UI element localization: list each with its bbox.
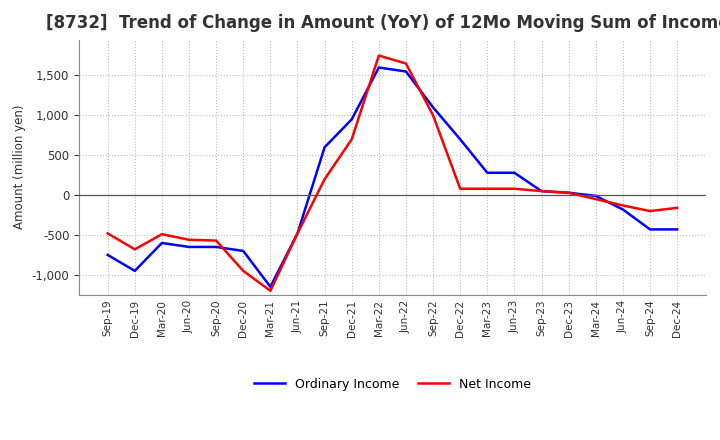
Net Income xyxy=(104,231,112,236)
Ordinary Income xyxy=(483,170,492,176)
Net Income xyxy=(483,186,492,191)
Ordinary Income xyxy=(672,227,681,232)
Ordinary Income xyxy=(212,244,220,249)
Net Income xyxy=(537,188,546,194)
Net Income xyxy=(212,238,220,243)
Ordinary Income xyxy=(158,240,166,246)
Ordinary Income xyxy=(266,284,275,290)
Ordinary Income xyxy=(104,252,112,257)
Y-axis label: Amount (million yen): Amount (million yen) xyxy=(13,105,26,229)
Legend: Ordinary Income, Net Income: Ordinary Income, Net Income xyxy=(248,373,536,396)
Ordinary Income xyxy=(428,105,437,110)
Net Income xyxy=(185,237,194,242)
Net Income xyxy=(239,268,248,274)
Ordinary Income xyxy=(130,268,139,274)
Net Income xyxy=(672,205,681,210)
Ordinary Income xyxy=(646,227,654,232)
Net Income xyxy=(374,53,383,58)
Net Income xyxy=(510,186,518,191)
Net Income xyxy=(266,288,275,293)
Net Income xyxy=(618,203,627,208)
Ordinary Income xyxy=(293,231,302,236)
Net Income xyxy=(591,196,600,202)
Net Income xyxy=(646,209,654,214)
Ordinary Income xyxy=(402,69,410,74)
Ordinary Income xyxy=(456,137,464,142)
Net Income xyxy=(158,231,166,237)
Ordinary Income xyxy=(185,244,194,249)
Line: Net Income: Net Income xyxy=(108,55,677,291)
Ordinary Income xyxy=(320,145,329,150)
Net Income xyxy=(130,247,139,252)
Ordinary Income xyxy=(618,207,627,212)
Ordinary Income xyxy=(239,248,248,253)
Net Income xyxy=(456,186,464,191)
Title: [8732]  Trend of Change in Amount (YoY) of 12Mo Moving Sum of Incomes: [8732] Trend of Change in Amount (YoY) o… xyxy=(45,15,720,33)
Ordinary Income xyxy=(591,193,600,198)
Net Income xyxy=(293,231,302,236)
Net Income xyxy=(428,113,437,118)
Ordinary Income xyxy=(537,188,546,194)
Line: Ordinary Income: Ordinary Income xyxy=(108,67,677,287)
Ordinary Income xyxy=(374,65,383,70)
Net Income xyxy=(348,137,356,142)
Ordinary Income xyxy=(348,117,356,122)
Net Income xyxy=(402,61,410,66)
Ordinary Income xyxy=(510,170,518,176)
Net Income xyxy=(320,176,329,182)
Ordinary Income xyxy=(564,190,573,195)
Net Income xyxy=(564,190,573,195)
